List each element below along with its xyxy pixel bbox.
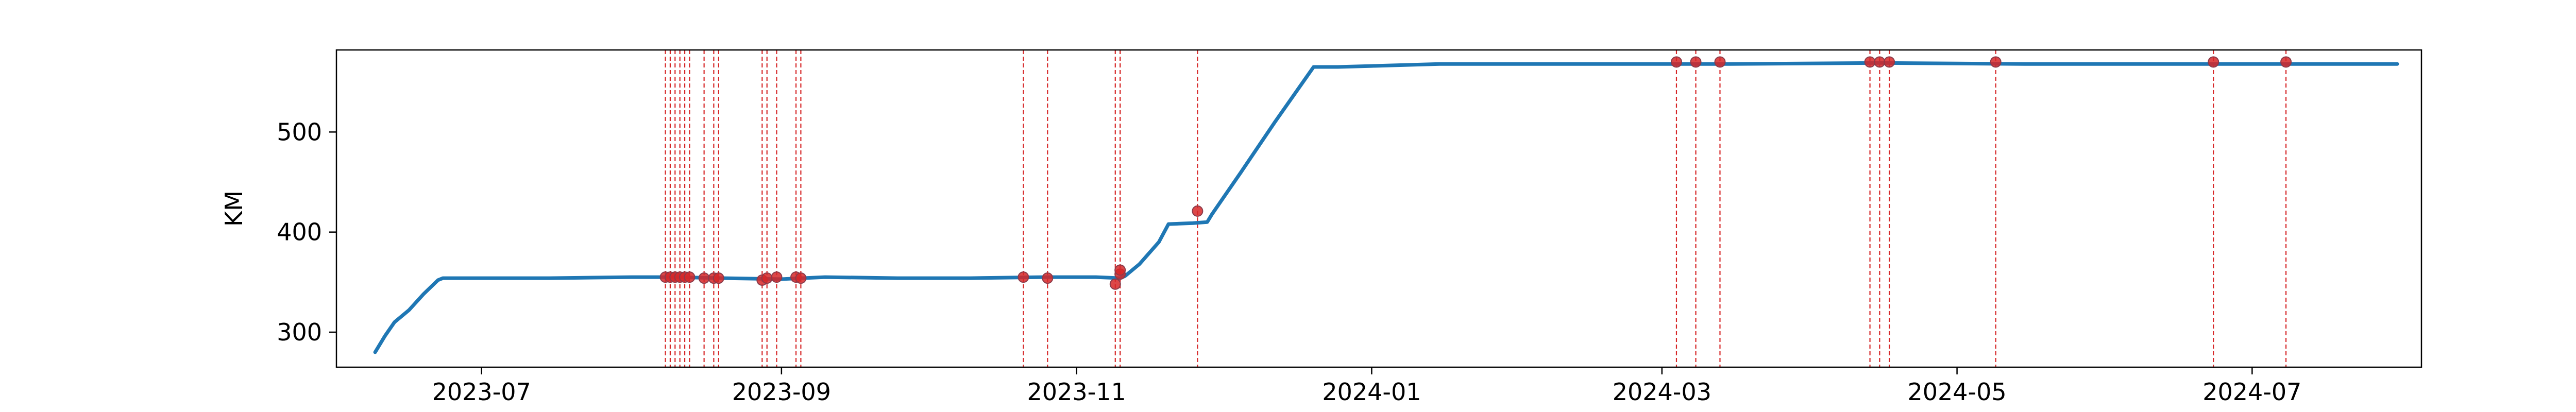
x-tick-label-1: 2023-09 bbox=[732, 378, 831, 406]
series-line-0 bbox=[373, 61, 2399, 354]
event-point-19 bbox=[1192, 205, 1204, 217]
event-point-8 bbox=[713, 272, 724, 284]
event-point-25 bbox=[1884, 56, 1895, 68]
event-point-16 bbox=[1109, 278, 1121, 290]
event-points bbox=[659, 56, 2292, 290]
event-point-27 bbox=[2208, 56, 2219, 68]
plot-frame bbox=[335, 49, 2422, 368]
event-point-18 bbox=[1114, 264, 1126, 276]
x-tick-label-0: 2023-07 bbox=[432, 378, 531, 406]
x-axis: 2023-07 2023-09 2023-11 2024-01 2024-03 2024-… bbox=[432, 367, 2301, 406]
event-point-21 bbox=[1690, 56, 1702, 68]
x-tick-label-4: 2024-03 bbox=[1613, 378, 1711, 406]
y-tick-label-0: 300 bbox=[277, 318, 322, 346]
x-tick-label-5: 2024-05 bbox=[1907, 378, 2006, 406]
series-layer bbox=[373, 61, 2399, 354]
event-point-24 bbox=[1874, 56, 1886, 68]
event-markers bbox=[665, 50, 2287, 367]
event-point-6 bbox=[698, 272, 710, 284]
event-point-22 bbox=[1714, 56, 1726, 68]
event-point-5 bbox=[684, 271, 696, 283]
event-point-15 bbox=[1042, 272, 1054, 284]
y-axis-label: KM bbox=[220, 191, 248, 227]
event-point-23 bbox=[1864, 56, 1876, 68]
y-axis: 300 400 500 bbox=[277, 118, 336, 346]
event-point-14 bbox=[1018, 271, 1029, 283]
x-tick-label-2: 2023-11 bbox=[1027, 378, 1126, 406]
y-tick-label-2: 500 bbox=[277, 118, 322, 146]
x-tick-label-3: 2024-01 bbox=[1322, 378, 1421, 406]
y-tick-label-1: 400 bbox=[277, 218, 322, 246]
event-point-13 bbox=[795, 272, 807, 284]
event-point-10 bbox=[761, 272, 773, 284]
event-point-11 bbox=[771, 271, 783, 283]
event-point-20 bbox=[1670, 56, 1682, 68]
event-point-28 bbox=[2280, 56, 2292, 68]
x-tick-label-6: 2024-07 bbox=[2202, 378, 2301, 406]
event-point-26 bbox=[1990, 56, 2002, 68]
